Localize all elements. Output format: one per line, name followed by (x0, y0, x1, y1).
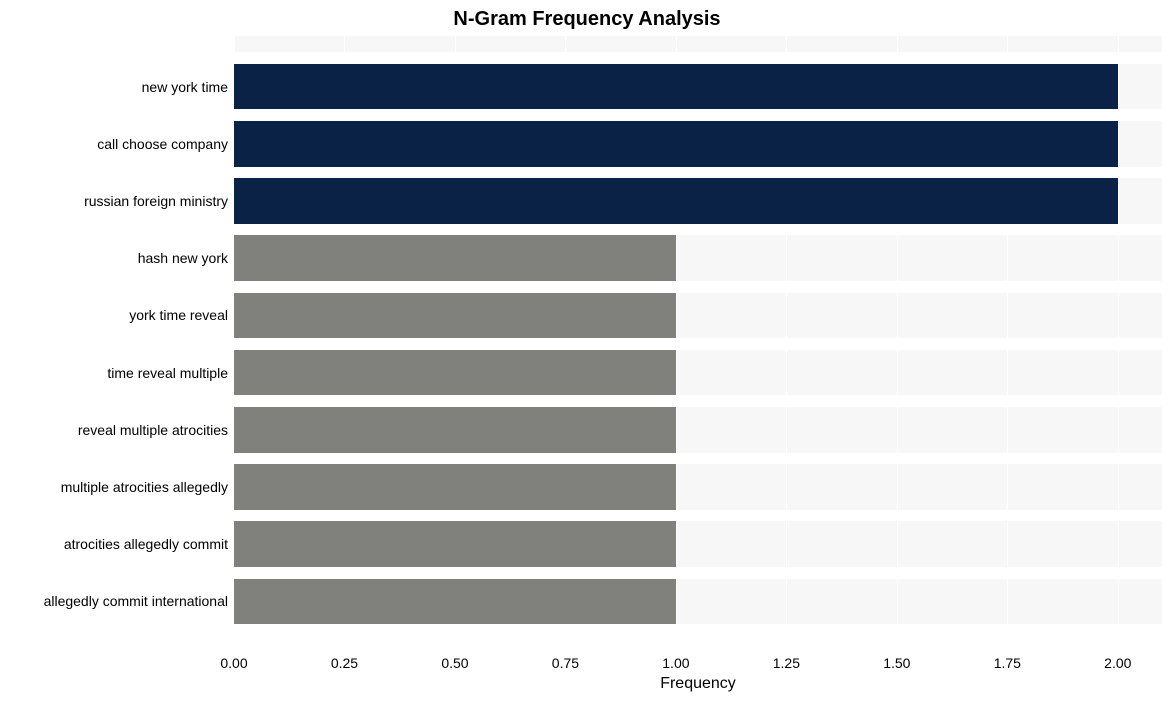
y-axis-label: call choose company (97, 136, 228, 152)
plot-area (234, 36, 1162, 636)
y-axis-label: time reveal multiple (107, 365, 228, 381)
y-axis-label: hash new york (138, 250, 228, 266)
y-axis-label: new york time (142, 79, 228, 95)
bar (234, 579, 676, 625)
bar (234, 121, 1118, 167)
x-tick-label: 0.25 (331, 655, 358, 671)
x-tick-label: 0.50 (441, 655, 468, 671)
ngram-chart: N-Gram Frequency Analysis new york time c… (0, 0, 1174, 701)
y-axis-label: york time reveal (129, 307, 228, 323)
x-tick-label: 1.25 (773, 655, 800, 671)
bar (234, 521, 676, 567)
y-axis-label: atrocities allegedly commit (64, 536, 228, 552)
y-axis-label: allegedly commit international (44, 593, 228, 609)
x-axis-title: Frequency (234, 675, 1162, 693)
bar (234, 464, 676, 510)
bar (234, 407, 676, 453)
bar (234, 178, 1118, 224)
bar (234, 350, 676, 396)
x-tick-label: 0.00 (220, 655, 247, 671)
bar (234, 235, 676, 281)
y-axis-label: reveal multiple atrocities (78, 422, 228, 438)
y-axis-label: russian foreign ministry (84, 193, 228, 209)
bars-layer (234, 36, 1162, 636)
bar (234, 64, 1118, 110)
x-tick-label: 1.50 (883, 655, 910, 671)
x-tick-label: 2.00 (1104, 655, 1131, 671)
bar (234, 293, 676, 339)
y-axis-label: multiple atrocities allegedly (61, 479, 228, 495)
x-tick-label: 0.75 (552, 655, 579, 671)
x-tick-label: 1.75 (994, 655, 1021, 671)
chart-title: N-Gram Frequency Analysis (0, 8, 1174, 31)
x-tick-label: 1.00 (662, 655, 689, 671)
